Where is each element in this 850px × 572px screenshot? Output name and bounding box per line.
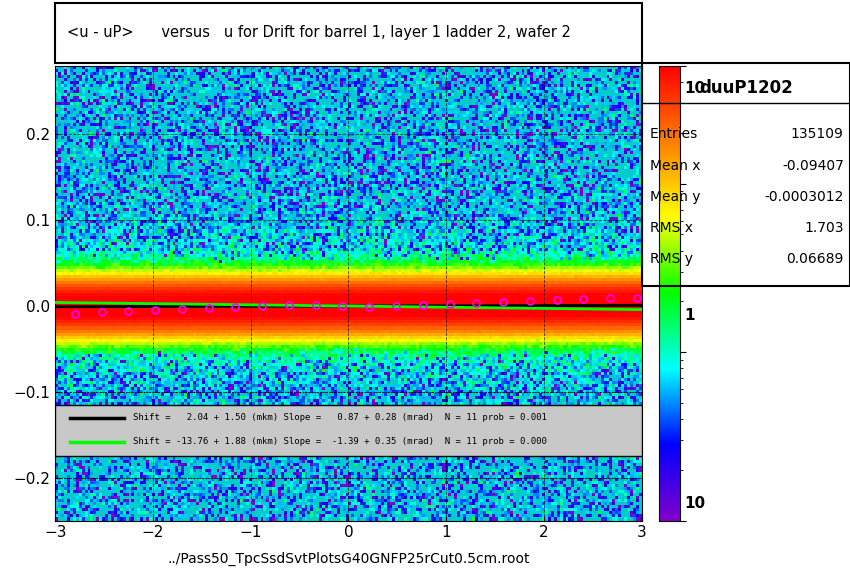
Text: ../Pass50_TpcSsdSvtPlotsG40GNFP25rCut0.5cm.root: ../Pass50_TpcSsdSvtPlotsG40GNFP25rCut0.5… bbox=[167, 552, 530, 566]
Text: 1: 1 bbox=[684, 308, 694, 323]
Text: RMS x: RMS x bbox=[650, 221, 693, 235]
Text: 0.06689: 0.06689 bbox=[786, 252, 844, 266]
Text: 10: 10 bbox=[684, 496, 705, 511]
Text: 1.703: 1.703 bbox=[804, 221, 844, 235]
Text: 135109: 135109 bbox=[790, 128, 844, 141]
Text: duuP1202: duuP1202 bbox=[699, 78, 793, 97]
Text: Shift = -13.76 + 1.88 (mkm) Slope =  -1.39 + 0.35 (mrad)  N = 11 prob = 0.000: Shift = -13.76 + 1.88 (mkm) Slope = -1.3… bbox=[133, 437, 547, 446]
Text: 10: 10 bbox=[684, 81, 705, 96]
Bar bbox=[55, 405, 642, 456]
Text: -0.09407: -0.09407 bbox=[782, 158, 844, 173]
Text: Mean x: Mean x bbox=[650, 158, 700, 173]
Text: RMS y: RMS y bbox=[650, 252, 693, 266]
Text: Shift =   2.04 + 1.50 (mkm) Slope =   0.87 + 0.28 (mrad)  N = 11 prob = 0.001: Shift = 2.04 + 1.50 (mkm) Slope = 0.87 +… bbox=[133, 413, 547, 422]
Text: <u - uP>      versus   u for Drift for barrel 1, layer 1 ladder 2, wafer 2: <u - uP> versus u for Drift for barrel 1… bbox=[67, 25, 571, 41]
Text: Mean y: Mean y bbox=[650, 190, 700, 204]
Text: -0.0003012: -0.0003012 bbox=[764, 190, 844, 204]
Text: Entries: Entries bbox=[650, 128, 699, 141]
